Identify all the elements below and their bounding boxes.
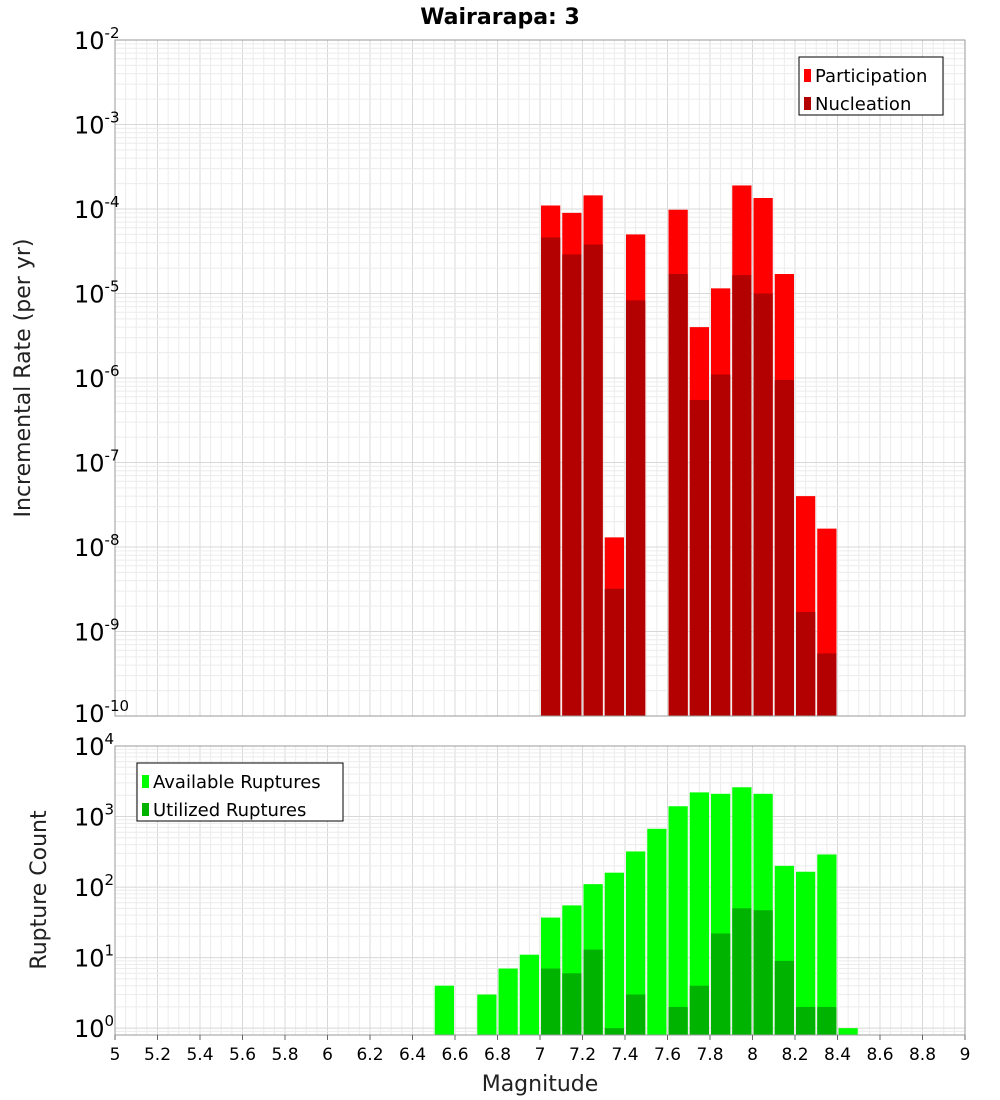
bottom-bar-available-ruptures xyxy=(838,1028,858,1035)
bottom-bar-utilized-ruptures xyxy=(774,960,794,1035)
bottom-bar-available-ruptures xyxy=(519,954,539,1035)
x-tick-label: 6.6 xyxy=(441,1045,468,1065)
top-legend-swatch xyxy=(804,97,811,110)
bottom-legend-label: Available Ruptures xyxy=(153,772,321,793)
bottom-bar-utilized-ruptures xyxy=(732,908,752,1035)
top-y-tick-label: 10-7 xyxy=(74,447,120,478)
bottom-bar-utilized-ruptures xyxy=(817,1006,837,1035)
bottom-bar-available-ruptures xyxy=(477,994,497,1035)
x-tick-label: 7 xyxy=(535,1045,546,1065)
bottom-y-tick-label: 104 xyxy=(74,730,114,761)
top-y-tick-label: 10-3 xyxy=(74,109,120,140)
bottom-legend-swatch xyxy=(142,803,149,816)
top-legend-label: Participation xyxy=(815,66,927,87)
top-bar-nucleation xyxy=(753,293,773,716)
bottom-bar-utilized-ruptures xyxy=(626,994,646,1035)
bottom-bar-available-ruptures xyxy=(647,828,667,1035)
x-tick-label: 5.4 xyxy=(186,1045,213,1065)
bottom-bar-available-ruptures xyxy=(604,872,624,1035)
bottom-bar-utilized-ruptures xyxy=(711,933,731,1035)
x-tick-label: 7.6 xyxy=(654,1045,681,1065)
bottom-y-tick-label: 102 xyxy=(74,871,114,902)
top-bar-nucleation xyxy=(774,379,794,716)
top-y-tick-label: 10-5 xyxy=(74,278,120,309)
chart-title: Wairarapa: 3 xyxy=(420,5,580,30)
x-tick-label: 6.4 xyxy=(399,1045,426,1065)
x-tick-label: 5.2 xyxy=(144,1045,171,1065)
top-legend-swatch xyxy=(804,69,811,82)
bottom-y-axis-label: Rupture Count xyxy=(27,810,52,970)
x-tick-label: 9 xyxy=(960,1045,971,1065)
top-y-tick-label: 10-9 xyxy=(74,616,120,647)
x-tick-label: 8.4 xyxy=(824,1045,851,1065)
top-y-tick-label: 10-2 xyxy=(74,24,120,55)
bottom-bar-available-ruptures xyxy=(796,871,816,1035)
x-tick-label: 6.2 xyxy=(356,1045,383,1065)
top-plot-panel: 10-2 10-3 10-4 10-5 10-6 10-7 10-8 10-9 10-10 Par… xyxy=(74,24,966,728)
x-axis-label: Magnitude xyxy=(482,1072,599,1097)
bottom-bar-available-ruptures xyxy=(498,968,518,1035)
bottom-bar-utilized-ruptures xyxy=(689,985,709,1035)
bottom-bar-utilized-ruptures xyxy=(753,910,773,1035)
top-y-tick-label: 10-8 xyxy=(74,531,120,562)
top-plot-frame xyxy=(114,39,966,717)
top-bar-nucleation xyxy=(583,244,603,716)
top-bar-nucleation xyxy=(711,374,731,716)
bottom-bar-available-ruptures xyxy=(689,792,709,1035)
bottom-bar-available-ruptures xyxy=(626,851,646,1035)
top-y-tick-label: 10-10 xyxy=(74,697,129,728)
top-bar-nucleation xyxy=(689,399,709,716)
bottom-bar-utilized-ruptures xyxy=(604,1028,624,1035)
top-y-axis-label: Incremental Rate (per yr) xyxy=(11,239,36,518)
top-bar-nucleation xyxy=(562,254,582,716)
x-tick-label: 5.8 xyxy=(271,1045,298,1065)
bottom-legend-box xyxy=(136,762,344,822)
bottom-y-tick-label: 101 xyxy=(74,942,114,973)
x-tick-label: 7.4 xyxy=(611,1045,638,1065)
bottom-y-tick-label: 103 xyxy=(74,801,114,832)
top-bar-nucleation xyxy=(604,588,624,716)
bottom-bar-available-ruptures xyxy=(668,806,688,1035)
x-tick-label: 5 xyxy=(110,1045,121,1065)
top-legend-box xyxy=(798,56,944,116)
top-bar-nucleation xyxy=(796,612,816,716)
top-legend-label: Nucleation xyxy=(815,94,911,115)
bottom-legend-swatch xyxy=(142,775,149,788)
x-tick-label: 8.6 xyxy=(866,1045,893,1065)
x-tick-label: 8 xyxy=(747,1045,758,1065)
x-tick-label: 7.2 xyxy=(569,1045,596,1065)
x-tick-label: 5.6 xyxy=(229,1045,256,1065)
x-tick-label: 6 xyxy=(322,1045,333,1065)
bottom-bar-available-ruptures xyxy=(817,854,837,1035)
bottom-bar-utilized-ruptures xyxy=(668,1006,688,1035)
top-y-tick-label: 10-6 xyxy=(74,362,120,393)
bottom-y-tick-label: 100 xyxy=(74,1012,114,1043)
bottom-legend-label: Utilized Ruptures xyxy=(153,800,306,821)
bottom-bar-utilized-ruptures xyxy=(562,973,582,1035)
bottom-bar-available-ruptures xyxy=(434,985,454,1035)
top-bar-nucleation xyxy=(732,275,752,716)
top-y-tick-label: 10-4 xyxy=(74,193,120,224)
bottom-bar-utilized-ruptures xyxy=(541,968,561,1035)
bottom-bar-utilized-ruptures xyxy=(796,1006,816,1035)
top-bar-nucleation xyxy=(541,237,561,717)
x-tick-label: 8.2 xyxy=(781,1045,808,1065)
top-bar-nucleation xyxy=(626,300,646,716)
top-bar-nucleation xyxy=(817,653,837,716)
x-tick-label: 7.8 xyxy=(696,1045,723,1065)
x-tick-label: 8.8 xyxy=(909,1045,936,1065)
bottom-bar-utilized-ruptures xyxy=(583,949,603,1035)
top-bar-nucleation xyxy=(668,274,688,716)
x-tick-label: 6.8 xyxy=(484,1045,511,1065)
